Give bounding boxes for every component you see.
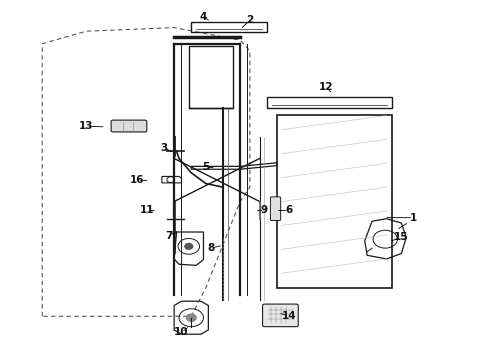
Circle shape [186,314,196,321]
FancyBboxPatch shape [263,304,298,327]
Text: 5: 5 [202,162,210,172]
FancyBboxPatch shape [111,120,147,132]
Text: 16: 16 [130,175,145,185]
Text: 8: 8 [207,243,215,253]
FancyBboxPatch shape [270,197,281,221]
Text: 13: 13 [79,121,94,131]
Text: 12: 12 [318,82,333,92]
Text: 9: 9 [261,206,268,216]
Text: 14: 14 [282,311,296,321]
Text: 6: 6 [285,206,293,216]
Text: 15: 15 [394,232,409,242]
Text: 7: 7 [166,231,173,240]
Text: 1: 1 [410,213,417,222]
Text: 4: 4 [200,12,207,22]
Text: 11: 11 [140,206,154,216]
Text: 3: 3 [161,143,168,153]
Text: 2: 2 [246,15,253,26]
Text: 10: 10 [174,327,189,337]
Circle shape [185,243,193,249]
